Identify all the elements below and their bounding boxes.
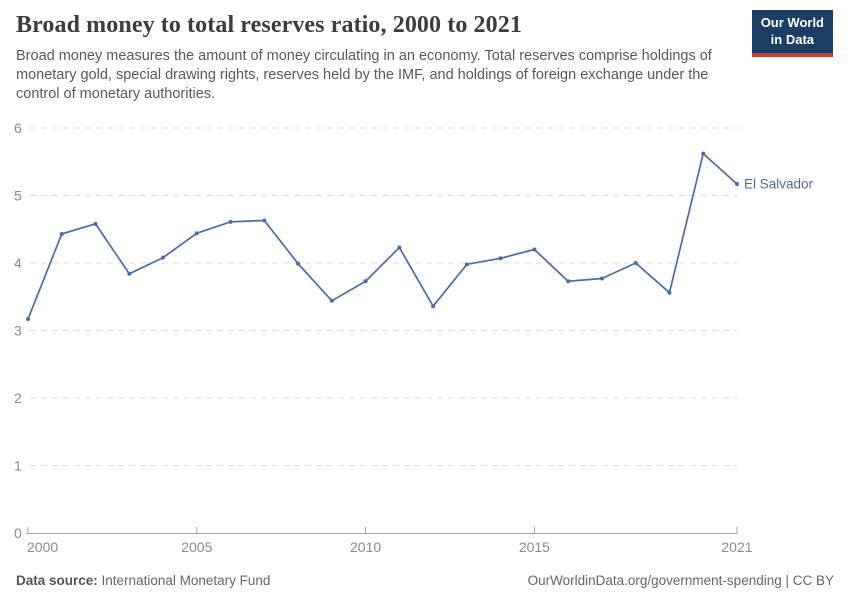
data-line[interactable]	[27, 152, 738, 320]
y-tick-label: 5	[14, 188, 22, 204]
y-tick-label: 3	[14, 323, 22, 339]
y-tick-label: 0	[14, 525, 22, 541]
data-point[interactable]	[262, 218, 267, 223]
data-source-label: Data source:	[16, 573, 98, 588]
x-tick-label: 2010	[350, 539, 381, 555]
data-point[interactable]	[397, 245, 402, 250]
y-tick-label: 2	[14, 390, 22, 406]
logo-line1: Our World	[760, 15, 824, 30]
data-point[interactable]	[498, 256, 503, 261]
data-point[interactable]	[161, 255, 166, 260]
x-tick-label: 2021	[721, 539, 752, 555]
y-tick-label: 1	[14, 458, 22, 474]
data-point[interactable]	[26, 317, 30, 322]
attribution: OurWorldinData.org/government-spending |…	[527, 573, 834, 588]
data-point[interactable]	[701, 151, 706, 156]
x-tick-label: 2005	[181, 539, 212, 555]
data-point[interactable]	[194, 231, 199, 236]
chart-subtitle: Broad money measures the amount of money…	[16, 47, 712, 103]
data-point[interactable]	[296, 261, 301, 266]
x-tick-label: 2015	[519, 539, 550, 555]
chart-footer: Data source: International Monetary Fund…	[16, 573, 834, 588]
data-point[interactable]	[566, 279, 571, 284]
x-tick-label: 2000	[27, 539, 58, 555]
y-tick-label: 4	[14, 255, 22, 271]
owid-logo[interactable]: Our World in Data	[751, 10, 833, 57]
data-point[interactable]	[431, 304, 436, 309]
series-label[interactable]: El Salvador	[744, 177, 814, 192]
page-title: Broad money to total reserves ratio, 200…	[16, 12, 522, 38]
data-source-value: International Monetary Fund	[101, 573, 271, 588]
data-point[interactable]	[363, 279, 368, 284]
data-point[interactable]	[464, 262, 469, 267]
data-point[interactable]	[329, 298, 334, 303]
y-tick-label: 6	[14, 120, 22, 136]
data-point[interactable]	[228, 219, 233, 224]
data-point[interactable]	[734, 182, 739, 187]
data-point[interactable]	[667, 290, 672, 295]
data-point[interactable]	[532, 247, 537, 252]
data-point[interactable]	[59, 231, 64, 236]
chart-svg: 0 1 2 3 4 5 6 2000 2005 2010 2015 2021 El Salvador	[14, 120, 814, 555]
data-point[interactable]	[93, 221, 98, 226]
logo-line2: in Data	[770, 31, 815, 47]
chart-header: Broad money to total reserves ratio, 200…	[16, 10, 834, 104]
data-point[interactable]	[127, 271, 132, 276]
data-point[interactable]	[633, 261, 638, 265]
data-source: Data source: International Monetary Fund	[16, 573, 270, 588]
data-point[interactable]	[599, 276, 604, 281]
